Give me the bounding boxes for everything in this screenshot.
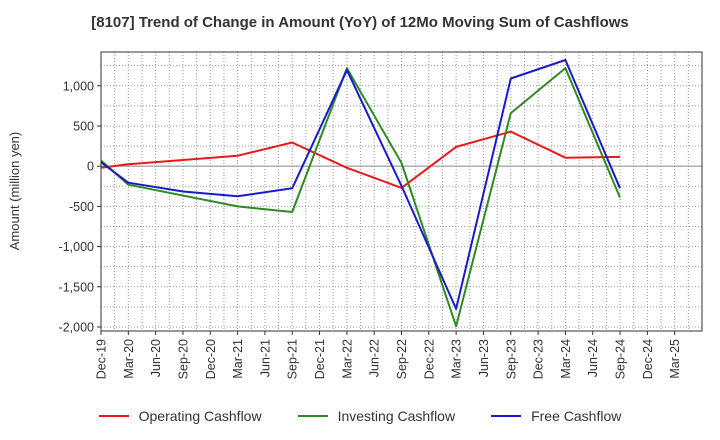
x-tick-label: Mar-22 — [340, 339, 354, 379]
x-tick-label: Sep-23 — [504, 339, 518, 379]
x-tick-label: Dec-23 — [532, 339, 546, 379]
series-layer — [100, 59, 621, 328]
y-tick-label: 1,000 — [63, 79, 94, 93]
x-tick-label: Sep-22 — [395, 339, 409, 379]
y-tick-label: -1,500 — [59, 280, 94, 294]
legend-label-operating: Operating Cashflow — [138, 408, 262, 424]
legend-label-investing: Investing Cashflow — [337, 408, 456, 424]
x-tick-label: Dec-20 — [204, 339, 218, 379]
x-tick-label: Dec-21 — [313, 339, 327, 379]
x-tick-label: Jun-21 — [258, 339, 272, 377]
legend-item-investing[interactable]: Investing Cashflow — [297, 408, 456, 424]
x-tick-label: Sep-21 — [286, 339, 300, 379]
x-tick-label: Mar-21 — [231, 339, 245, 379]
x-tick-label: Sep-24 — [614, 339, 628, 379]
legend-swatch-operating — [98, 415, 129, 417]
y-tick-label: -1,000 — [59, 240, 94, 254]
x-tick-label: Sep-20 — [176, 339, 190, 379]
legend-item-free[interactable]: Free Cashflow — [491, 408, 621, 424]
x-tick-label: Mar-25 — [668, 339, 682, 379]
x-tick-label: Mar-20 — [122, 339, 136, 379]
y-tick-label: 0 — [87, 160, 94, 174]
legend: Operating Cashflow Investing Cashflow Fr… — [0, 404, 720, 428]
x-tick-label: Jun-24 — [586, 339, 600, 377]
legend-label-free: Free Cashflow — [531, 408, 622, 424]
series-line-operating-cashflow — [100, 130, 621, 189]
axis-layer: -2,000 -1,500 -1,000 -500 0 500 1,000 Dec-19 Mar… — [59, 51, 703, 379]
series-line-free-cashflow — [100, 59, 621, 310]
x-tick-label: Jun-20 — [149, 339, 163, 377]
x-tick-label: Dec-22 — [422, 339, 436, 379]
x-tick-label: Jun-22 — [368, 339, 382, 377]
chart-title: [8107] Trend of Change in Amount (YoY) o… — [91, 14, 629, 31]
y-axis-label: Amount (million yen) — [7, 132, 22, 251]
x-tick-label: Jun-23 — [477, 339, 491, 377]
legend-item-operating[interactable]: Operating Cashflow — [98, 408, 262, 424]
y-tick-label: -2,000 — [59, 320, 94, 334]
x-tick-label: Mar-24 — [559, 339, 573, 379]
y-tick-label: 500 — [73, 119, 94, 133]
series-line-investing-cashflow — [100, 67, 621, 328]
x-tick-label: Mar-23 — [450, 339, 464, 379]
x-tick-label: Dec-19 — [95, 339, 109, 379]
y-tick-label: -500 — [69, 200, 94, 214]
legend-swatch-free — [491, 415, 522, 417]
x-tick-label: Dec-24 — [641, 339, 655, 379]
legend-swatch-investing — [297, 415, 328, 417]
